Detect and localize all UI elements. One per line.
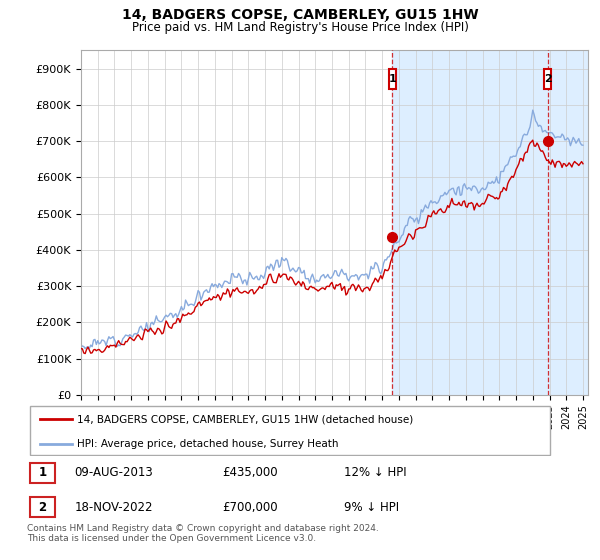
Text: 18-NOV-2022: 18-NOV-2022 bbox=[74, 501, 153, 514]
FancyBboxPatch shape bbox=[29, 463, 55, 483]
Text: 1: 1 bbox=[38, 466, 46, 479]
Text: 12% ↓ HPI: 12% ↓ HPI bbox=[344, 466, 406, 479]
FancyBboxPatch shape bbox=[29, 497, 55, 517]
Text: 2: 2 bbox=[38, 501, 46, 514]
Bar bbox=[392, 50, 600, 395]
FancyBboxPatch shape bbox=[544, 69, 551, 90]
Text: Price paid vs. HM Land Registry's House Price Index (HPI): Price paid vs. HM Land Registry's House … bbox=[131, 21, 469, 34]
Text: 14, BADGERS COPSE, CAMBERLEY, GU15 1HW (detached house): 14, BADGERS COPSE, CAMBERLEY, GU15 1HW (… bbox=[77, 414, 413, 424]
Text: 1: 1 bbox=[388, 74, 396, 85]
Text: £700,000: £700,000 bbox=[223, 501, 278, 514]
Text: 14, BADGERS COPSE, CAMBERLEY, GU15 1HW: 14, BADGERS COPSE, CAMBERLEY, GU15 1HW bbox=[122, 8, 478, 22]
Text: Contains HM Land Registry data © Crown copyright and database right 2024.
This d: Contains HM Land Registry data © Crown c… bbox=[27, 524, 379, 543]
FancyBboxPatch shape bbox=[389, 69, 395, 90]
Text: 09-AUG-2013: 09-AUG-2013 bbox=[74, 466, 153, 479]
FancyBboxPatch shape bbox=[29, 406, 550, 455]
Text: 2: 2 bbox=[544, 74, 551, 85]
Text: 9% ↓ HPI: 9% ↓ HPI bbox=[344, 501, 399, 514]
Text: £435,000: £435,000 bbox=[223, 466, 278, 479]
Text: HPI: Average price, detached house, Surrey Heath: HPI: Average price, detached house, Surr… bbox=[77, 438, 338, 449]
